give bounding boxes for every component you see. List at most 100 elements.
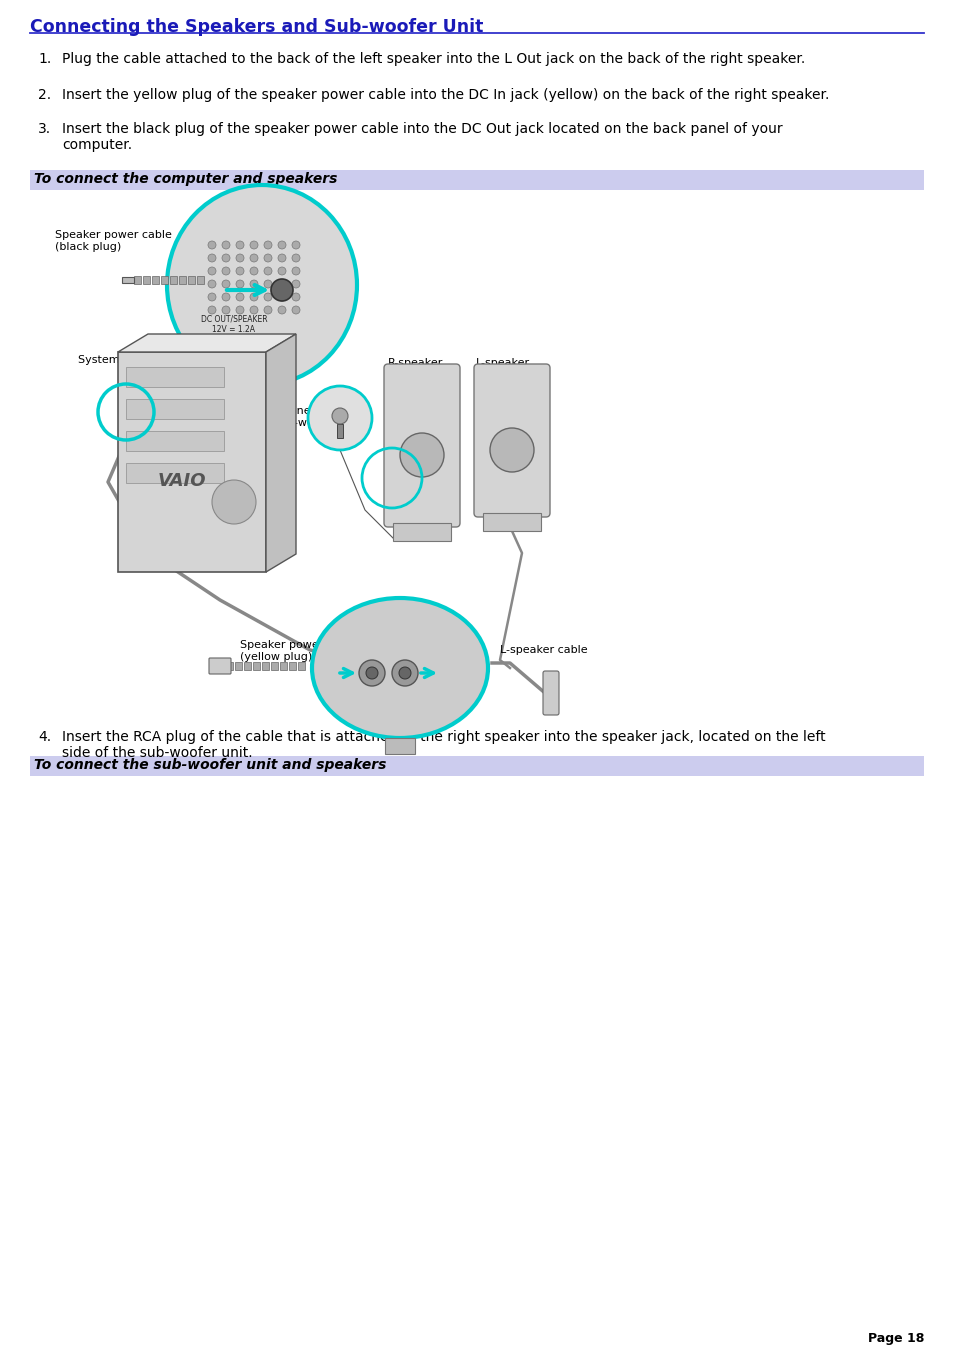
- Bar: [30, 170, 923, 190]
- Bar: [280, 662, 287, 670]
- Circle shape: [222, 267, 230, 276]
- Ellipse shape: [167, 185, 356, 385]
- Bar: [122, 277, 133, 282]
- Circle shape: [250, 267, 257, 276]
- Circle shape: [208, 293, 215, 301]
- Circle shape: [264, 240, 272, 249]
- Circle shape: [392, 661, 417, 686]
- FancyBboxPatch shape: [474, 363, 550, 517]
- Circle shape: [271, 280, 293, 301]
- Circle shape: [235, 305, 244, 313]
- Text: To connect the computer and speakers: To connect the computer and speakers: [34, 172, 337, 186]
- Bar: [271, 662, 277, 670]
- Bar: [126, 463, 224, 484]
- Text: 2.: 2.: [38, 88, 51, 101]
- Text: To connect the sub-woofer unit and speakers: To connect the sub-woofer unit and speak…: [34, 758, 386, 771]
- Circle shape: [332, 408, 348, 424]
- Text: Speaker power cable
(yellow plug): Speaker power cable (yellow plug): [240, 640, 356, 662]
- Polygon shape: [118, 334, 295, 353]
- Bar: [30, 757, 923, 775]
- Text: Insert the yellow plug of the speaker power cable into the DC In jack (yellow) o: Insert the yellow plug of the speaker po…: [62, 88, 828, 101]
- Bar: [179, 276, 186, 284]
- Bar: [289, 662, 295, 670]
- Bar: [161, 276, 168, 284]
- Circle shape: [264, 305, 272, 313]
- Circle shape: [292, 267, 299, 276]
- Bar: [152, 276, 159, 284]
- Circle shape: [250, 293, 257, 301]
- Bar: [262, 662, 269, 670]
- Circle shape: [292, 280, 299, 288]
- Circle shape: [277, 280, 286, 288]
- Ellipse shape: [312, 598, 488, 738]
- Circle shape: [277, 240, 286, 249]
- Bar: [336, 424, 343, 438]
- Circle shape: [264, 267, 272, 276]
- Circle shape: [222, 305, 230, 313]
- Bar: [482, 513, 540, 531]
- Bar: [226, 662, 233, 670]
- Text: Insert the RCA plug of the cable that is attached to the right speaker into the : Insert the RCA plug of the cable that is…: [62, 730, 824, 744]
- Text: Speaker power cable
(black plug): Speaker power cable (black plug): [55, 230, 172, 251]
- Circle shape: [250, 280, 257, 288]
- Bar: [126, 399, 224, 419]
- Text: R-speaker: R-speaker: [388, 358, 443, 367]
- Circle shape: [235, 293, 244, 301]
- Circle shape: [292, 254, 299, 262]
- Text: Connecting the Speakers and Sub-woofer Unit: Connecting the Speakers and Sub-woofer U…: [30, 18, 483, 36]
- Bar: [196, 276, 204, 284]
- Text: System unit: System unit: [78, 355, 145, 365]
- Text: L-speaker cable: L-speaker cable: [499, 644, 587, 655]
- Bar: [253, 662, 260, 670]
- Text: 4.: 4.: [38, 730, 51, 744]
- Bar: [143, 276, 150, 284]
- Circle shape: [366, 667, 377, 680]
- FancyBboxPatch shape: [542, 671, 558, 715]
- Bar: [126, 431, 224, 451]
- Circle shape: [222, 240, 230, 249]
- Bar: [133, 276, 141, 284]
- FancyBboxPatch shape: [384, 363, 459, 527]
- Bar: [393, 523, 451, 540]
- Circle shape: [235, 280, 244, 288]
- Circle shape: [292, 240, 299, 249]
- Circle shape: [490, 428, 534, 471]
- Circle shape: [398, 667, 411, 680]
- Circle shape: [208, 280, 215, 288]
- Text: Plug the cable attached to the back of the left speaker into the L Out jack on t: Plug the cable attached to the back of t…: [62, 51, 804, 66]
- Bar: [244, 662, 251, 670]
- Text: L-speaker: L-speaker: [476, 358, 530, 367]
- Polygon shape: [266, 334, 295, 571]
- Text: Page 18: Page 18: [866, 1332, 923, 1346]
- Bar: [234, 662, 242, 670]
- Circle shape: [208, 254, 215, 262]
- Circle shape: [208, 267, 215, 276]
- Circle shape: [222, 293, 230, 301]
- Circle shape: [250, 305, 257, 313]
- Circle shape: [277, 267, 286, 276]
- Circle shape: [222, 254, 230, 262]
- Circle shape: [292, 293, 299, 301]
- Bar: [118, 353, 266, 571]
- Circle shape: [222, 280, 230, 288]
- Circle shape: [208, 240, 215, 249]
- Circle shape: [264, 280, 272, 288]
- Circle shape: [308, 386, 372, 450]
- Text: VAIO: VAIO: [158, 471, 206, 490]
- Circle shape: [212, 480, 255, 524]
- Text: DC OUT/SPEAKER
12V = 1.2A: DC OUT/SPEAKER 12V = 1.2A: [200, 315, 267, 335]
- Circle shape: [264, 293, 272, 301]
- Text: side of the sub-woofer unit.: side of the sub-woofer unit.: [62, 746, 253, 761]
- Circle shape: [250, 254, 257, 262]
- Circle shape: [250, 240, 257, 249]
- Bar: [188, 276, 194, 284]
- Circle shape: [235, 267, 244, 276]
- Circle shape: [277, 305, 286, 313]
- Circle shape: [277, 293, 286, 301]
- FancyBboxPatch shape: [209, 658, 231, 674]
- Circle shape: [358, 661, 385, 686]
- Circle shape: [235, 254, 244, 262]
- Circle shape: [277, 254, 286, 262]
- Bar: [297, 662, 305, 670]
- Circle shape: [235, 240, 244, 249]
